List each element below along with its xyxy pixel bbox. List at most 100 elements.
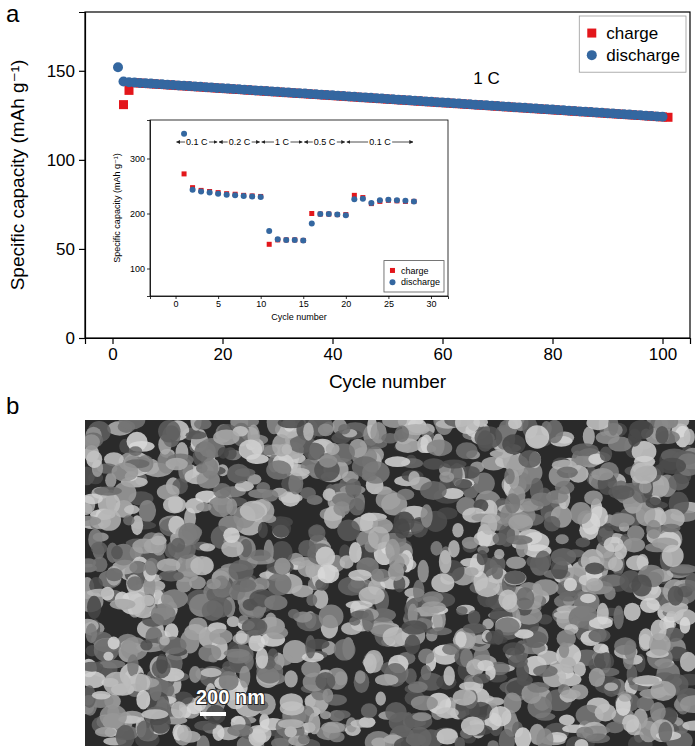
data-point — [402, 198, 408, 204]
sem-grain — [555, 481, 575, 494]
sem-grain — [680, 695, 695, 713]
segment-label: 1 C — [275, 137, 290, 147]
sem-grain — [335, 671, 347, 685]
sem-grain — [87, 596, 101, 619]
sem-grain — [604, 586, 616, 600]
segment-label: 0.2 C — [229, 137, 251, 147]
sem-grain — [580, 594, 596, 603]
sem-grain — [622, 714, 639, 732]
sem-grain — [442, 643, 460, 655]
sem-grain — [619, 693, 632, 702]
sem-grain — [290, 468, 309, 476]
sem-grain — [271, 738, 290, 746]
sem-grain — [229, 560, 254, 581]
data-point — [207, 190, 213, 196]
sem-grain — [262, 515, 276, 523]
sem-grain — [199, 543, 215, 551]
sem-grain — [200, 668, 221, 677]
legend-marker — [587, 50, 597, 60]
sem-grain — [264, 595, 287, 610]
tick: 0 — [108, 338, 117, 364]
tick-mark — [662, 338, 663, 344]
axis-line — [86, 339, 691, 345]
sem-grain — [591, 468, 613, 480]
data-point — [224, 192, 230, 198]
legend-label: discharge — [401, 277, 440, 287]
sem-grain — [685, 573, 695, 591]
sem-grain — [408, 471, 420, 485]
sem-grain — [326, 443, 340, 455]
tick: 10 — [256, 296, 266, 309]
sem-grain — [418, 648, 434, 663]
legend-label: charge — [606, 24, 658, 43]
sem-grain — [362, 473, 377, 481]
sem-grain — [412, 712, 431, 721]
sem-grain — [280, 701, 304, 715]
sem-grain — [544, 516, 561, 532]
sem-grain — [408, 727, 432, 746]
data-point — [334, 212, 340, 218]
segment-label-bg — [368, 137, 392, 147]
tick-label: 60 — [434, 345, 453, 364]
sem-grain — [504, 468, 515, 484]
sem-grain — [127, 576, 143, 591]
sem-grain — [349, 498, 365, 516]
tick-label: 100 — [649, 345, 677, 364]
sem-grain — [361, 703, 377, 718]
data-point — [318, 212, 323, 217]
sem-grain — [668, 586, 684, 606]
sem-grain — [266, 460, 291, 480]
tick: 100 — [649, 338, 677, 364]
sem-grain — [159, 636, 169, 646]
sem-grain — [452, 523, 463, 538]
tick-mark — [147, 214, 150, 215]
sem-grain — [385, 456, 410, 467]
tick: 100 — [47, 151, 85, 170]
data-point — [232, 192, 238, 198]
data-point — [292, 237, 297, 242]
sem-grain — [651, 681, 676, 701]
sem-grain — [585, 562, 604, 574]
sem-grain — [375, 674, 398, 686]
data-point — [343, 212, 349, 218]
figure: 020406080100050100150Cycle numberSpecifi… — [0, 0, 700, 751]
sem-grain — [227, 724, 253, 736]
y-axis-title: Specific capacity (mAh g⁻¹) — [112, 153, 122, 262]
sem-grain — [576, 538, 591, 548]
sem-grain — [108, 637, 120, 650]
tick-label: 10 — [256, 299, 266, 309]
sem-grain — [319, 604, 344, 628]
segment-label: 0.1 C — [369, 137, 391, 147]
sem-grain — [256, 648, 268, 669]
sem-grain — [171, 701, 187, 718]
rate-segment: 1 C — [262, 137, 303, 147]
sem-grain — [646, 520, 661, 539]
sem-grain — [142, 595, 155, 606]
sem-grain — [318, 424, 334, 437]
panel-label: a — [6, 0, 20, 27]
data-point — [309, 211, 314, 216]
sem-grain — [266, 626, 288, 639]
sem-grain — [320, 711, 331, 719]
sem-grain — [350, 719, 368, 727]
data-point — [284, 237, 289, 242]
sem-grain — [420, 481, 447, 500]
sem-grain — [156, 654, 168, 674]
sem-grain — [189, 576, 206, 589]
sem-grain — [662, 545, 684, 567]
sem-grain — [223, 527, 240, 543]
sem-grain — [206, 578, 221, 589]
sem-grain — [318, 565, 340, 584]
sem-grain — [427, 440, 453, 457]
legend-marker — [587, 29, 596, 38]
sem-grain — [337, 519, 360, 541]
sem-grain — [475, 577, 500, 597]
data-point — [368, 200, 374, 206]
sem-grain — [85, 662, 103, 672]
sem-grain — [124, 505, 139, 514]
tick-label: 30 — [426, 299, 436, 309]
sem-grain — [202, 600, 224, 621]
sem-grain — [128, 673, 150, 692]
sem-grain — [658, 722, 672, 743]
sem-grain — [140, 640, 152, 651]
